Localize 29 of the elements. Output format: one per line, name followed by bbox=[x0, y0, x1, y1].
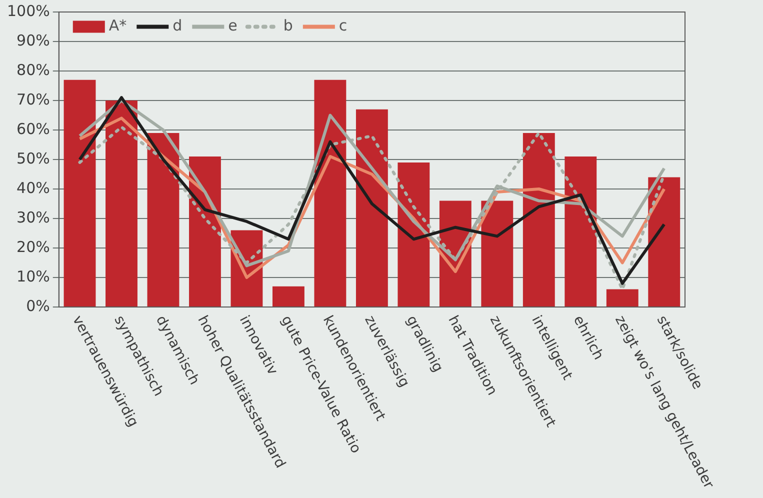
legend-label: d bbox=[172, 16, 182, 35]
bar bbox=[272, 286, 304, 306]
bar bbox=[189, 156, 221, 306]
bar bbox=[522, 132, 555, 306]
y-tick-label: 0% bbox=[26, 296, 50, 315]
y-tick-label: 30% bbox=[16, 208, 50, 226]
bar bbox=[606, 289, 638, 306]
bar bbox=[648, 177, 680, 306]
bar bbox=[64, 80, 96, 306]
y-tick-label: 50% bbox=[16, 149, 50, 168]
bar bbox=[314, 80, 346, 306]
y-tick-label: 60% bbox=[16, 120, 50, 138]
y-tick-label: 40% bbox=[16, 178, 50, 197]
legend-label: e bbox=[228, 16, 238, 35]
y-tick-label: 70% bbox=[16, 90, 50, 108]
bar bbox=[481, 200, 514, 306]
bar bbox=[147, 132, 180, 306]
y-tick-label: 100% bbox=[6, 2, 50, 20]
y-tick-label: 90% bbox=[16, 31, 50, 50]
y-tick-label: 10% bbox=[16, 267, 50, 286]
bar bbox=[356, 109, 388, 306]
legend-label: A* bbox=[108, 16, 128, 35]
legend-label: b bbox=[283, 16, 293, 35]
y-tick-label: 20% bbox=[16, 238, 50, 256]
y-tick-label: 80% bbox=[16, 60, 50, 79]
legend-label: c bbox=[338, 16, 348, 35]
bar bbox=[564, 156, 597, 306]
bar bbox=[398, 162, 430, 306]
bar bbox=[106, 100, 138, 306]
